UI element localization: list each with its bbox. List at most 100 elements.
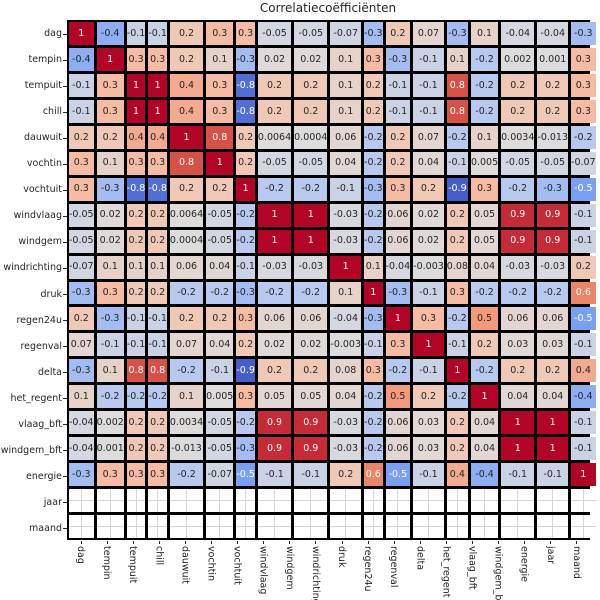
heatmap-cell: -0.1 <box>236 255 255 279</box>
heatmap-cell: -0.03 <box>330 203 362 227</box>
heatmap-cell <box>501 515 535 538</box>
x-axis-tick <box>341 540 343 544</box>
heatmap-cell: 0.3 <box>96 73 124 97</box>
x-axis-tick <box>498 540 500 544</box>
x-axis-tick <box>237 540 239 544</box>
heatmap-cell: 0.2 <box>236 333 255 357</box>
heatmap-cell: 0.1 <box>330 99 362 123</box>
heatmap-cell: -0.2 <box>470 281 499 305</box>
heatmap-cell: -0.1 <box>96 333 124 357</box>
x-axis-tick <box>211 540 212 544</box>
heatmap-cell: -0.013 <box>537 125 569 149</box>
heatmap-cell: -0.2 <box>537 281 569 305</box>
heatmap-cell: -0.2 <box>385 359 411 383</box>
heatmap-cell: -0.1 <box>571 203 596 227</box>
heatmap-cell: 0.001 <box>537 47 569 71</box>
y-tick-label: vochtuit <box>23 184 62 196</box>
heatmap-cell: 1 <box>294 203 328 227</box>
heatmap-cell: 0.1 <box>148 255 167 279</box>
heatmap-cell: -0.1 <box>294 463 328 487</box>
y-tick-label: tempuit <box>24 80 62 92</box>
heatmap-cell: 0.2 <box>148 411 167 435</box>
heatmap-cell: 0.0034 <box>501 125 535 149</box>
heatmap-cell: 0.3 <box>206 22 234 45</box>
y-axis-tick <box>63 215 67 217</box>
y-axis-tick <box>63 398 67 400</box>
heatmap-cell: 0.2 <box>257 73 292 97</box>
heatmap-cell: 0.4 <box>126 125 146 149</box>
y-tick-label: dauwuit <box>23 132 62 144</box>
heatmap-cell: 0.06 <box>537 307 569 331</box>
heatmap-cell: -0.2 <box>364 437 383 461</box>
heatmap-cell: -0.5 <box>571 307 596 331</box>
heatmap-cell: -0.1 <box>69 73 94 97</box>
y-axis-tick <box>63 137 67 139</box>
x-tick-label: windgem_bft <box>492 546 504 600</box>
heatmap-cell: 0.6 <box>571 281 596 305</box>
heatmap-cell: -0.8 <box>236 73 255 97</box>
heatmap-cell <box>364 515 383 538</box>
heatmap-cell <box>470 515 499 538</box>
heatmap-cell: -0.3 <box>96 307 124 331</box>
heatmap-cell: 0.2 <box>69 125 94 149</box>
heatmap-cell: -0.3 <box>364 307 383 331</box>
heatmap-cell: 0.07 <box>69 333 94 357</box>
heatmap-cell <box>148 515 167 538</box>
heatmap-cell: 0.3 <box>571 99 596 123</box>
heatmap-cell: 0.0034 <box>169 411 204 435</box>
heatmap-cell: 0.0064 <box>257 125 292 149</box>
y-axis-tick <box>63 189 67 191</box>
y-tick-label: tempin <box>28 54 62 66</box>
heatmap-cell <box>169 489 204 513</box>
heatmap-cell: -0.05 <box>206 437 234 461</box>
heatmap-cell: -0.1 <box>413 463 444 487</box>
heatmap-cell: 0.2 <box>537 73 569 97</box>
y-axis-tick <box>63 528 67 530</box>
x-axis-tick <box>576 540 578 544</box>
heatmap-cell: 0.02 <box>413 203 444 227</box>
heatmap-cell: -0.1 <box>446 333 468 357</box>
heatmap-cell <box>257 489 292 513</box>
heatmap-cell: 1 <box>206 151 234 175</box>
y-tick-label: regenval <box>20 340 62 352</box>
heatmap-cell: -0.3 <box>236 47 255 71</box>
heatmap-cell: -0.4 <box>470 463 499 487</box>
heatmap-cell: 0.06 <box>385 203 411 227</box>
heatmap-cell: 0.07 <box>413 125 444 149</box>
heatmap-cell: -0.2 <box>294 281 328 305</box>
heatmap-cell: 0.001 <box>96 437 124 461</box>
heatmap-cell: -0.05 <box>69 229 94 253</box>
heatmap-cell: 0.3 <box>236 22 255 45</box>
heatmap-cell: 0.0064 <box>169 203 204 227</box>
heatmap-cell: 0.3 <box>236 385 255 409</box>
heatmap-cell: 0.04 <box>470 437 499 461</box>
heatmap-cell: -0.9 <box>236 359 255 383</box>
heatmap-cell: 0.2 <box>571 255 596 279</box>
heatmap-cell: -0.1 <box>501 463 535 487</box>
y-axis-tick <box>63 33 67 35</box>
heatmap-cell: -0.2 <box>236 203 255 227</box>
x-axis-tick <box>472 540 473 544</box>
heatmap-cell <box>446 489 468 513</box>
heatmap-cell: 0.1 <box>330 281 362 305</box>
heatmap-cell: -0.1 <box>413 359 444 383</box>
heatmap-cell: 0.2 <box>501 73 535 97</box>
heatmap-cell: -0.04 <box>385 255 411 279</box>
heatmap-cell: 1 <box>169 125 204 149</box>
heatmap-cell: 0.2 <box>257 99 292 123</box>
heatmap-cell: 0.06 <box>257 307 292 331</box>
heatmap-cell: -0.8 <box>126 177 146 201</box>
heatmap-cell: -0.2 <box>470 73 499 97</box>
heatmap-cell: -0.2 <box>206 281 234 305</box>
heatmap-cell: -0.2 <box>257 281 292 305</box>
heatmap-cell: 0.9 <box>257 411 292 435</box>
heatmap-cell: 0.3 <box>446 281 468 305</box>
heatmap-cell: -0.1 <box>148 307 167 331</box>
heatmap-cell: -0.2 <box>364 203 383 227</box>
heatmap-cell <box>501 489 535 513</box>
heatmap-cell <box>126 489 146 513</box>
heatmap-cell: -0.3 <box>236 281 255 305</box>
heatmap-cell: -0.013 <box>169 437 204 461</box>
y-tick-label: windgem_bft <box>0 444 62 456</box>
heatmap-cell: -0.1 <box>148 22 167 45</box>
